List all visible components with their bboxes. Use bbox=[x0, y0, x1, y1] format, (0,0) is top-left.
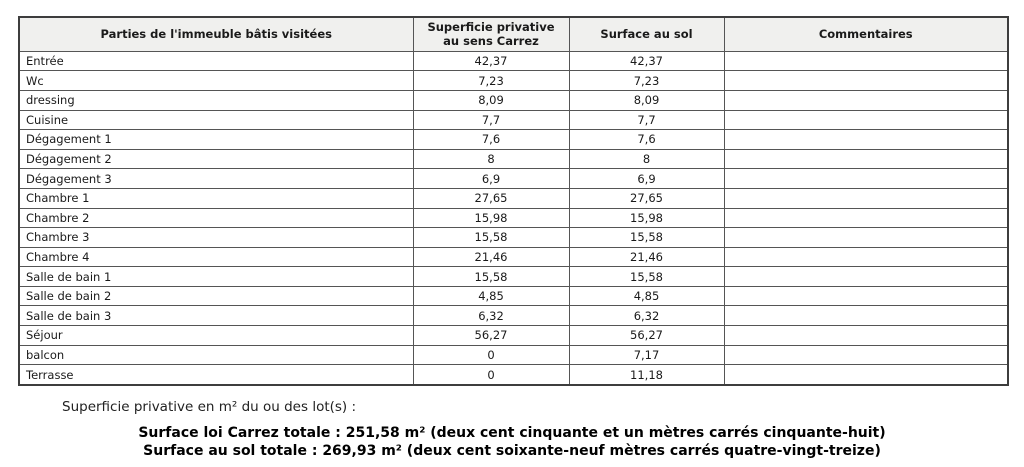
room-name-cell: Wc bbox=[18, 70, 414, 91]
carrez-value-cell: 15,98 bbox=[412, 207, 570, 229]
table-row: Salle de bain 2 4,85 4,85 bbox=[18, 285, 1009, 307]
comment-cell bbox=[723, 70, 1009, 91]
table-row: Entrée 42,37 42,37 bbox=[18, 50, 1009, 72]
comment-cell bbox=[723, 89, 1009, 111]
superficie-label: Superficie privative en m² du ou des lot… bbox=[62, 398, 357, 415]
table-row: Cuisine 7,7 7,7 bbox=[18, 109, 1009, 131]
table-row: Chambre 3 15,58 15,58 bbox=[18, 227, 1009, 248]
room-name-cell: Salle de bain 2 bbox=[18, 285, 414, 307]
comment-cell bbox=[723, 325, 1009, 346]
comment-cell bbox=[723, 148, 1009, 170]
carrez-value-cell: 21,46 bbox=[412, 246, 570, 268]
table-row: Dégagement 1 7,6 7,6 bbox=[18, 129, 1009, 150]
room-name-cell: Dégagement 1 bbox=[18, 129, 414, 150]
comment-cell bbox=[723, 246, 1009, 268]
table-row: Dégagement 3 6,9 6,9 bbox=[18, 168, 1009, 189]
comment-cell bbox=[723, 129, 1009, 150]
carrez-value-cell: 0 bbox=[412, 364, 570, 386]
header-parts: Parties de l'immeuble bâtis visitées bbox=[18, 16, 414, 52]
room-name-cell: Entrée bbox=[18, 50, 414, 72]
table-row: Salle de bain 1 15,58 15,58 bbox=[18, 266, 1009, 287]
carrez-total-line: Surface loi Carrez totale : 251,58 m² (d… bbox=[138, 424, 886, 441]
room-name-cell: balcon bbox=[18, 344, 414, 366]
surface-sol-value-cell: 42,37 bbox=[568, 50, 725, 72]
comment-cell bbox=[723, 187, 1009, 209]
table-row: Salle de bain 3 6,32 6,32 bbox=[18, 305, 1009, 327]
sol-total-line: Surface au sol totale : 269,93 m² (deux … bbox=[143, 443, 881, 460]
table-row: dressing 8,09 8,09 bbox=[18, 89, 1009, 111]
table-row: Wc 7,23 7,23 bbox=[18, 70, 1009, 91]
header-carrez: Superficie privative au sens Carrez bbox=[412, 16, 570, 52]
surface-sol-value-cell: 8,09 bbox=[568, 89, 725, 111]
room-name-cell: Salle de bain 1 bbox=[18, 266, 414, 287]
table-row: Séjour 56,27 56,27 bbox=[18, 325, 1009, 346]
room-name-cell: Chambre 4 bbox=[18, 246, 414, 268]
header-comments: Commentaires bbox=[723, 16, 1009, 52]
surface-sol-value-cell: 11,18 bbox=[568, 364, 725, 386]
surface-sol-value-cell: 15,58 bbox=[568, 266, 725, 287]
comment-cell bbox=[723, 305, 1009, 327]
header-surface-sol: Surface au sol bbox=[568, 16, 725, 52]
surface-sol-value-cell: 27,65 bbox=[568, 187, 725, 209]
room-name-cell: Chambre 1 bbox=[18, 187, 414, 209]
comment-cell bbox=[723, 266, 1009, 287]
carrez-value-cell: 7,6 bbox=[412, 129, 570, 150]
carrez-value-cell: 7,7 bbox=[412, 109, 570, 131]
surface-sol-value-cell: 8 bbox=[568, 148, 725, 170]
surface-sol-value-cell: 7,17 bbox=[568, 344, 725, 366]
surface-sol-value-cell: 15,98 bbox=[568, 207, 725, 229]
table-body: Entrée 42,37 42,37 Wc 7,23 7,23 dressing 8,09 8,… bbox=[18, 50, 1009, 386]
comment-cell bbox=[723, 364, 1009, 386]
room-name-cell: Chambre 2 bbox=[18, 207, 414, 229]
surface-sol-value-cell: 6,32 bbox=[568, 305, 725, 327]
table-row: Terrasse 0 11,18 bbox=[18, 364, 1009, 386]
room-name-cell: Terrasse bbox=[18, 364, 414, 386]
comment-cell bbox=[723, 168, 1009, 189]
comment-cell bbox=[723, 50, 1009, 72]
carrez-value-cell: 27,65 bbox=[412, 187, 570, 209]
carrez-value-cell: 6,32 bbox=[412, 305, 570, 327]
carrez-value-cell: 8 bbox=[412, 148, 570, 170]
room-name-cell: Séjour bbox=[18, 325, 414, 346]
room-name-cell: Dégagement 3 bbox=[18, 168, 414, 189]
surface-sol-value-cell: 21,46 bbox=[568, 246, 725, 268]
comment-cell bbox=[723, 285, 1009, 307]
surface-sol-value-cell: 7,23 bbox=[568, 70, 725, 91]
comment-cell bbox=[723, 109, 1009, 131]
surface-sol-value-cell: 7,6 bbox=[568, 129, 725, 150]
carrez-value-cell: 42,37 bbox=[412, 50, 570, 72]
room-name-cell: Cuisine bbox=[18, 109, 414, 131]
table-row: Chambre 1 27,65 27,65 bbox=[18, 187, 1009, 209]
surface-sol-value-cell: 56,27 bbox=[568, 325, 725, 346]
carrez-value-cell: 15,58 bbox=[412, 266, 570, 287]
room-name-cell: Salle de bain 3 bbox=[18, 305, 414, 327]
room-name-cell: Dégagement 2 bbox=[18, 148, 414, 170]
header-row: Parties de l'immeuble bâtis visitées Sup… bbox=[18, 16, 1009, 52]
table-header: Parties de l'immeuble bâtis visitées Sup… bbox=[18, 16, 1009, 52]
carrez-value-cell: 56,27 bbox=[412, 325, 570, 346]
surface-sol-value-cell: 15,58 bbox=[568, 227, 725, 248]
carrez-value-cell: 0 bbox=[412, 344, 570, 366]
surface-sol-value-cell: 4,85 bbox=[568, 285, 725, 307]
comment-cell bbox=[723, 344, 1009, 366]
table-row: balcon 0 7,17 bbox=[18, 344, 1009, 366]
surface-sol-value-cell: 6,9 bbox=[568, 168, 725, 189]
surface-sol-value-cell: 7,7 bbox=[568, 109, 725, 131]
comment-cell bbox=[723, 227, 1009, 248]
room-name-cell: dressing bbox=[18, 89, 414, 111]
table-row: Chambre 2 15,98 15,98 bbox=[18, 207, 1009, 229]
carrez-value-cell: 4,85 bbox=[412, 285, 570, 307]
carrez-value-cell: 6,9 bbox=[412, 168, 570, 189]
room-name-cell: Chambre 3 bbox=[18, 227, 414, 248]
table-row: Chambre 4 21,46 21,46 bbox=[18, 246, 1009, 268]
carrez-value-cell: 15,58 bbox=[412, 227, 570, 248]
carrez-value-cell: 8,09 bbox=[412, 89, 570, 111]
carrez-value-cell: 7,23 bbox=[412, 70, 570, 91]
comment-cell bbox=[723, 207, 1009, 229]
totals-block: Surface loi Carrez totale : 251,58 m² (d… bbox=[0, 424, 1024, 461]
measurements-table: Parties de l'immeuble bâtis visitées Sup… bbox=[18, 16, 1009, 386]
